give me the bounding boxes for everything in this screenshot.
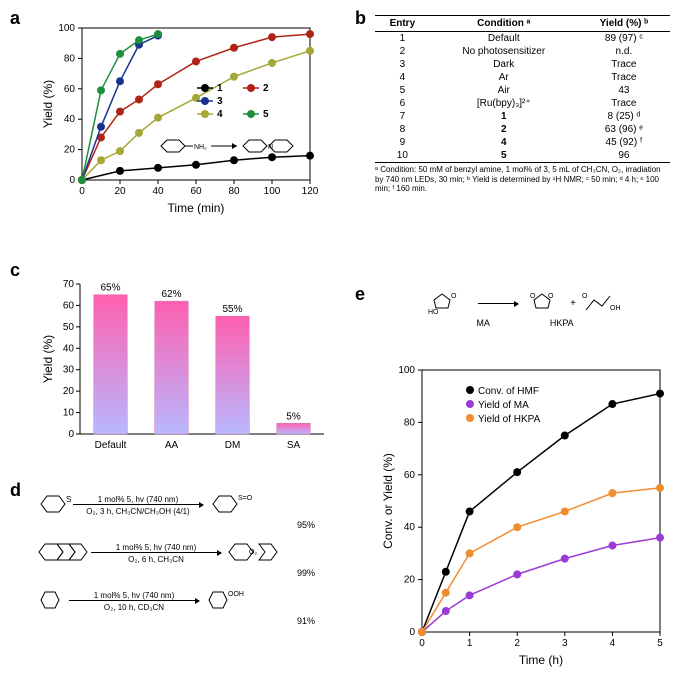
svg-text:NH₂: NH₂ — [194, 144, 207, 151]
svg-text:1: 1 — [217, 83, 223, 94]
svg-text:3: 3 — [562, 638, 568, 649]
svg-text:100: 100 — [398, 365, 415, 376]
svg-text:20: 20 — [64, 145, 76, 156]
svg-text:70: 70 — [63, 279, 75, 290]
svg-text:40: 40 — [64, 114, 76, 125]
svg-text:0: 0 — [409, 627, 415, 638]
svg-text:65%: 65% — [100, 283, 120, 294]
svg-text:O: O — [451, 293, 457, 300]
svg-text:S=O: S=O — [238, 495, 253, 502]
panel-d-label: d — [10, 480, 21, 501]
svg-text:100: 100 — [58, 23, 75, 34]
svg-text:4: 4 — [217, 109, 223, 120]
svg-text:50: 50 — [63, 322, 75, 333]
svg-text:Yield of MA: Yield of MA — [478, 400, 529, 411]
svg-text:O₂: O₂ — [249, 549, 257, 556]
svg-text:55%: 55% — [222, 304, 242, 315]
svg-text:0: 0 — [68, 429, 74, 440]
panel-b-label: b — [355, 8, 366, 29]
svg-text:5: 5 — [657, 638, 663, 649]
svg-text:Time (h): Time (h) — [519, 653, 563, 667]
svg-text:120: 120 — [302, 186, 319, 197]
svg-text:20: 20 — [63, 386, 75, 397]
panel-e-label: e — [355, 284, 365, 305]
svg-text:HO: HO — [428, 309, 439, 316]
svg-text:Yield (%): Yield (%) — [41, 335, 55, 383]
svg-text:2: 2 — [514, 638, 520, 649]
svg-text:1: 1 — [467, 638, 473, 649]
svg-text:30: 30 — [63, 365, 75, 376]
svg-text:20: 20 — [404, 575, 416, 586]
svg-text:80: 80 — [404, 417, 416, 428]
svg-text:SA: SA — [287, 440, 301, 451]
svg-text:S: S — [66, 495, 71, 504]
panel-b-table: EntryCondition ᵃYield (%) ᵇ1Default89 (9… — [375, 15, 670, 194]
panel-a-chart: 0 20 40 60 80 100 120 0 20 40 60 80 100 Time (min) Yie… — [40, 18, 320, 218]
svg-text:OOH: OOH — [228, 591, 244, 598]
svg-text:60: 60 — [190, 186, 202, 197]
svg-text:5: 5 — [263, 109, 269, 120]
svg-text:Yield (%): Yield (%) — [41, 80, 55, 128]
svg-text:0: 0 — [69, 175, 75, 186]
svg-text:5%: 5% — [286, 411, 301, 422]
panel-c-chart: 0 10 20 30 40 50 60 70 65% Default 62% AA 55% DM 5% SA Y… — [40, 268, 330, 458]
svg-text:O: O — [548, 293, 554, 300]
svg-text:AA: AA — [165, 440, 179, 451]
svg-text:80: 80 — [228, 186, 240, 197]
panel-e-scheme: HOO OO + OOH MAHKPA — [380, 290, 670, 328]
svg-text:60: 60 — [63, 300, 75, 311]
svg-text:Conv. of HMF: Conv. of HMF — [478, 386, 539, 397]
svg-text:40: 40 — [63, 343, 75, 354]
panel-d-scheme: S1 mol% 5, hv (740 nm)O₂, 3 h, CH₃CN/CH₃… — [35, 490, 335, 634]
svg-text:60: 60 — [404, 470, 416, 481]
svg-text:Conv. or Yield (%): Conv. or Yield (%) — [381, 453, 395, 549]
panel-b-footnote: ᵃ Condition: 50 mM of benzyl amine, 1 mo… — [375, 165, 670, 194]
svg-text:100: 100 — [264, 186, 281, 197]
svg-text:2: 2 — [263, 83, 269, 94]
svg-text:0: 0 — [419, 638, 425, 649]
svg-text:Yield of HKPA: Yield of HKPA — [478, 414, 541, 425]
svg-text:40: 40 — [404, 522, 416, 533]
svg-text:10: 10 — [63, 408, 75, 419]
svg-text:80: 80 — [64, 53, 76, 64]
svg-text:20: 20 — [114, 186, 126, 197]
panel-e-chart: 0 1 2 3 4 5 0 20 40 60 80 100 Time (h) Conv. or Yield… — [380, 360, 670, 670]
svg-text:60: 60 — [64, 84, 76, 95]
svg-text:OH: OH — [610, 305, 621, 312]
svg-text:O: O — [530, 293, 536, 300]
svg-text:40: 40 — [152, 186, 164, 197]
svg-text:DM: DM — [225, 440, 241, 451]
svg-text:0: 0 — [79, 186, 85, 197]
svg-text:4: 4 — [610, 638, 616, 649]
svg-text:O: O — [582, 293, 588, 300]
svg-text:Default: Default — [95, 440, 127, 451]
panel-c-label: c — [10, 260, 20, 281]
svg-text:62%: 62% — [161, 289, 181, 300]
panel-a-label: a — [10, 8, 20, 29]
svg-text:Time (min): Time (min) — [168, 201, 225, 215]
svg-text:3: 3 — [217, 96, 223, 107]
